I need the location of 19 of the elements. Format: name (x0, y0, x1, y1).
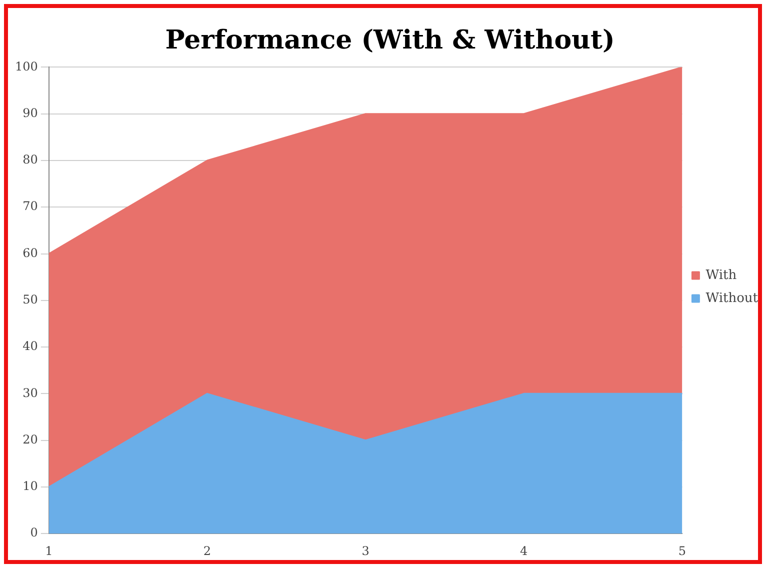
y-tick-label: 10 (22, 479, 38, 494)
x-tick-label: 5 (678, 544, 686, 558)
legend-label: Without (706, 290, 759, 306)
y-tick-label: 40 (22, 339, 38, 354)
y-tick-label: 50 (22, 292, 38, 307)
y-tick-label: 20 (22, 432, 38, 446)
chart-title: Performance (With & Without) (165, 25, 615, 56)
x-tick-label: 1 (45, 544, 53, 558)
y-tick-label: 90 (22, 106, 38, 120)
y-tick-label: 70 (22, 199, 38, 214)
legend-label: With (706, 268, 738, 283)
y-tick-label: 30 (22, 386, 38, 400)
x-tick-label: 4 (520, 544, 528, 558)
x-tick-label: 2 (203, 544, 212, 558)
y-tick-label: 100 (15, 59, 38, 74)
y-tick-label: 60 (22, 246, 38, 260)
x-tick-label: 3 (362, 544, 370, 558)
y-tick-label: 80 (22, 152, 38, 167)
y-tick-label: 0 (30, 526, 38, 540)
